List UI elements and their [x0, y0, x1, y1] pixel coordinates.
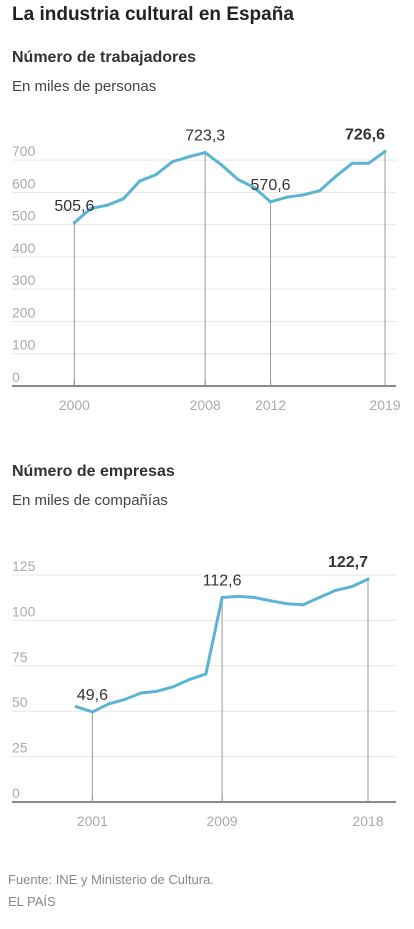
chart2-title: Número de empresas: [12, 463, 175, 480]
data-point: [301, 603, 305, 607]
data-point: [105, 203, 109, 207]
x-tick-label: 2009: [207, 813, 238, 829]
data-point: [236, 177, 240, 181]
data-point: [334, 588, 338, 592]
y-tick-label: 100: [12, 603, 36, 619]
data-point: [350, 585, 354, 589]
companies-line-chart: 0 25 50 75 100 125 2001 2009 2018 49,6 112,6 122,7: [12, 554, 396, 829]
data-point: [171, 685, 175, 689]
y-tick-label: 100: [12, 337, 36, 353]
data-point: [334, 174, 338, 178]
data-point: [155, 689, 159, 693]
x-tick-label: 2000: [59, 397, 90, 413]
data-point: [107, 702, 111, 706]
y-tick-label: 600: [12, 175, 36, 191]
y-tick-label: 0: [12, 369, 20, 385]
y-tick-label: 500: [12, 208, 36, 224]
y-tick-label: 75: [12, 649, 28, 665]
y-tick-label: 125: [12, 558, 36, 574]
data-label: 726,6: [345, 126, 385, 143]
data-point: [317, 596, 321, 600]
data-point: [367, 161, 371, 165]
x-tick-label: 2019: [369, 397, 400, 413]
data-point: [188, 677, 192, 681]
y-tick-label: 0: [12, 785, 20, 801]
y-tick-label: 700: [12, 143, 36, 159]
data-point: [318, 189, 322, 193]
data-point: [285, 195, 289, 199]
publisher-credit: EL PAÍS: [8, 894, 56, 909]
data-point: [138, 179, 142, 183]
data-point: [170, 160, 174, 164]
data-point: [187, 155, 191, 159]
y-tick-label: 300: [12, 272, 36, 288]
x-tick-label: 2018: [352, 813, 383, 829]
data-point: [220, 596, 224, 600]
data-point: [383, 149, 387, 153]
data-point: [366, 577, 370, 581]
data-point: [204, 672, 208, 676]
data-point: [74, 705, 78, 709]
data-point: [121, 197, 125, 201]
chart1-subtitle: En miles de personas: [12, 78, 157, 95]
data-label: 112,6: [203, 573, 242, 590]
data-label: 122,7: [328, 554, 368, 571]
data-label: 49,6: [77, 687, 108, 704]
data-point: [350, 161, 354, 165]
y-tick-label: 400: [12, 240, 36, 256]
workers-line-chart: 0 100 200 300 400 500 600 700 2000 2008 2012 2019 50…: [12, 126, 401, 413]
page-title: La industria cultural en España: [12, 4, 294, 25]
x-tick-label: 2008: [190, 397, 221, 413]
chart1-title: Número de trabajadores: [12, 49, 197, 66]
source-note: Fuente: INE y Ministerio de Cultura.: [8, 872, 214, 887]
x-tick-label: 2012: [255, 397, 286, 413]
data-point: [220, 163, 223, 167]
data-point: [89, 206, 93, 210]
data-point: [154, 173, 158, 177]
y-tick-label: 200: [12, 304, 36, 320]
data-point: [236, 594, 240, 598]
data-point: [123, 697, 127, 701]
y-tick-label: 50: [12, 694, 28, 710]
series-line: [72, 149, 387, 225]
data-point: [252, 186, 256, 190]
chart2-subtitle: En miles de compañías: [12, 492, 168, 509]
data-point: [285, 602, 289, 606]
data-label: 723,3: [185, 128, 225, 145]
data-point: [269, 200, 273, 204]
data-point: [90, 710, 94, 714]
data-point: [139, 691, 143, 695]
data-point: [203, 151, 207, 155]
x-tick-label: 2001: [77, 813, 108, 829]
data-point: [301, 193, 305, 197]
data-point: [72, 221, 76, 225]
data-label: 505,6: [54, 198, 94, 215]
data-point: [269, 599, 273, 603]
data-point: [253, 596, 257, 600]
y-tick-label: 25: [12, 740, 28, 756]
data-label: 570,6: [251, 177, 291, 194]
